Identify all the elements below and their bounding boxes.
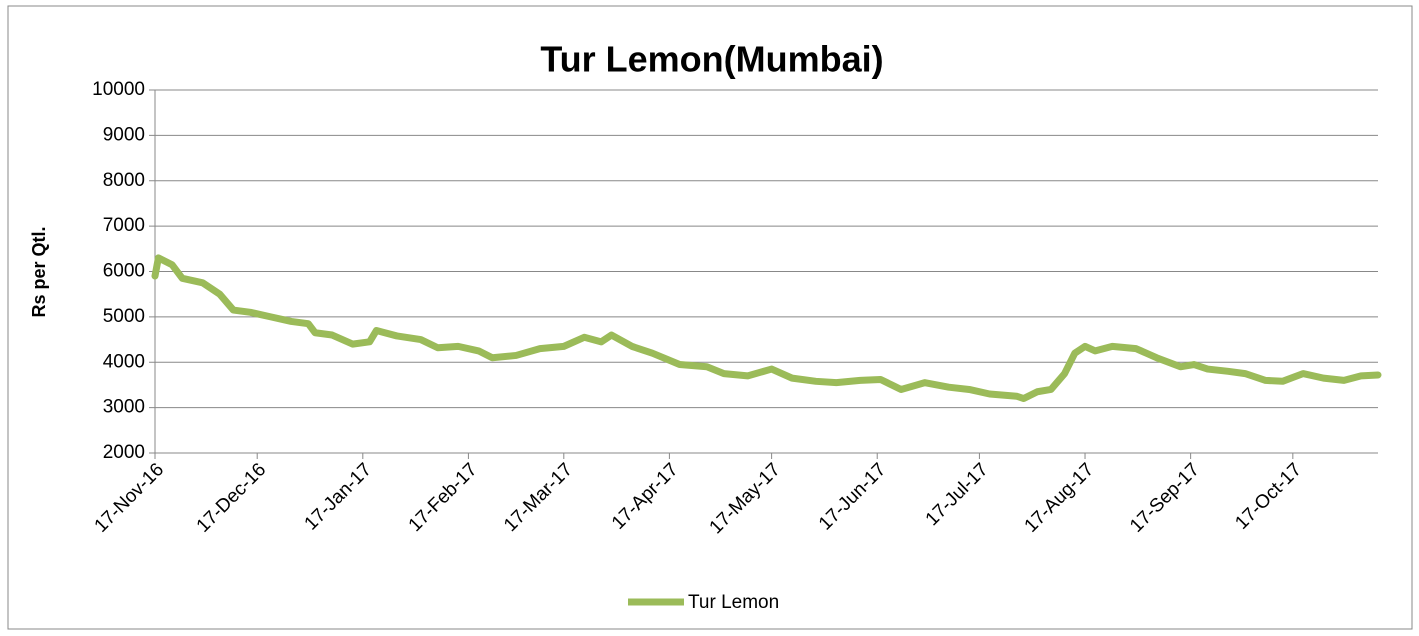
chart-border: [7, 5, 1413, 630]
y-tick-label: 6000: [103, 261, 145, 282]
x-tick-label: 17-Feb-17: [405, 459, 482, 536]
x-tick-label: 17-Jul-17: [922, 459, 993, 530]
x-tick-label: 17-Dec-16: [193, 459, 271, 537]
y-tick-label: 3000: [103, 397, 145, 418]
x-tick-label: 17-Jan-17: [301, 459, 376, 534]
x-tick-label: 17-Mar-17: [500, 459, 577, 536]
legend-label: Tur Lemon: [688, 592, 779, 613]
y-tick-label: 10000: [92, 79, 145, 100]
x-tick-label: 17-Nov-16: [90, 459, 168, 537]
y-tick-label: 7000: [103, 215, 145, 236]
x-tick-label: 17-May-17: [706, 459, 785, 538]
chart-title: Tur Lemon(Mumbai): [540, 39, 883, 80]
x-tick-label: 17-Sep-17: [1126, 459, 1204, 537]
x-tick-label: 17-Jun-17: [815, 459, 890, 534]
x-tick-label: 17-Oct-17: [1231, 459, 1306, 534]
y-tick-label: 5000: [103, 306, 145, 327]
y-tick-label: 2000: [103, 442, 145, 463]
y-tick-label: 9000: [103, 124, 145, 145]
series-line: [151, 254, 1382, 403]
y-tick-label: 8000: [103, 170, 145, 191]
x-tick-label: 17-Apr-17: [608, 459, 683, 534]
x-tick-label: 17-Aug-17: [1021, 459, 1099, 537]
y-tick-label: 4000: [103, 351, 145, 372]
y-axis-label: Rs per Qtl.: [29, 226, 49, 317]
